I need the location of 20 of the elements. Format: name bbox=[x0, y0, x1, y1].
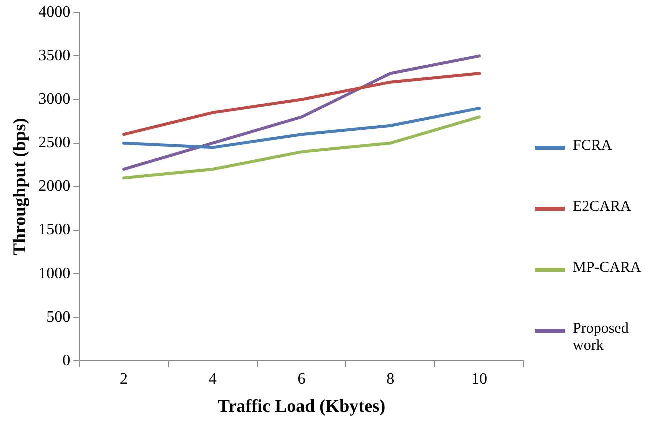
y-tick-label: 3000 bbox=[38, 90, 71, 108]
x-tick-label: 2 bbox=[120, 371, 128, 388]
y-tick-label: 2000 bbox=[38, 178, 71, 196]
x-tick-label: 10 bbox=[472, 371, 488, 388]
y-tick-label: 1000 bbox=[38, 265, 71, 282]
x-axis-title: Traffic Load (Kbytes) bbox=[218, 396, 386, 416]
legend-label: MP-CARA bbox=[573, 260, 642, 277]
x-tick-label: 6 bbox=[298, 371, 306, 388]
legend-label: FCRA bbox=[573, 138, 612, 155]
y-tick-label: 3500 bbox=[38, 47, 71, 64]
y-tick-label: 0 bbox=[62, 352, 71, 370]
y-axis-title: Throughput (bps) bbox=[9, 118, 30, 256]
legend-label: Proposed work bbox=[573, 321, 630, 355]
y-tick-label: 4000 bbox=[38, 4, 71, 21]
x-tick-label: 4 bbox=[208, 371, 217, 388]
x-tick-label: 8 bbox=[386, 371, 395, 388]
y-tick-label: 500 bbox=[46, 308, 71, 326]
y-tick-label: 1500 bbox=[38, 222, 71, 239]
y-tick-label: 2500 bbox=[38, 134, 71, 152]
legend-label: E2CARA bbox=[573, 199, 632, 216]
